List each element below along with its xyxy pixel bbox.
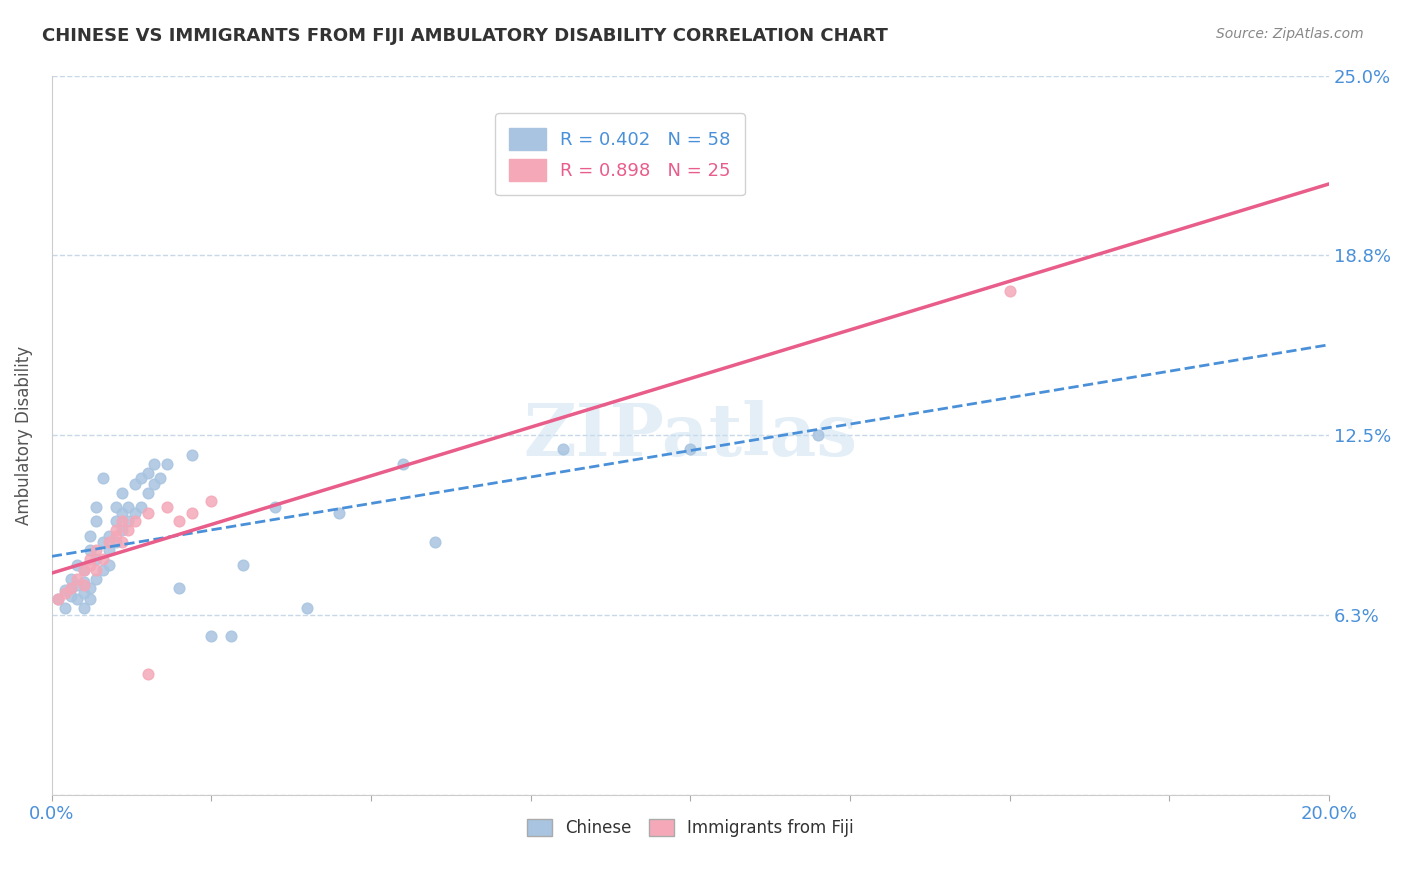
Point <box>59 572 82 586</box>
Point <box>149 471 172 485</box>
Point <box>53 600 76 615</box>
Point <box>86 572 108 586</box>
Point <box>79 529 101 543</box>
Point <box>73 563 96 577</box>
Legend: Chinese, Immigrants from Fiji: Chinese, Immigrants from Fiji <box>520 813 860 844</box>
Point <box>124 477 146 491</box>
Point <box>200 630 222 644</box>
Point <box>86 563 108 577</box>
Point <box>66 592 89 607</box>
Point <box>91 471 114 485</box>
Point <box>91 551 114 566</box>
Point <box>66 558 89 572</box>
Point <box>73 577 96 591</box>
Point <box>156 500 179 514</box>
Point <box>111 515 134 529</box>
Point <box>679 442 702 457</box>
Point <box>86 515 108 529</box>
Point <box>117 515 139 529</box>
Point <box>53 586 76 600</box>
Point <box>111 485 134 500</box>
Point <box>98 558 121 572</box>
Point <box>104 523 127 537</box>
Point <box>136 666 159 681</box>
Point <box>328 506 350 520</box>
Point <box>66 572 89 586</box>
Point <box>807 428 830 442</box>
Point <box>142 457 165 471</box>
Point <box>169 581 191 595</box>
Point <box>86 551 108 566</box>
Point <box>551 442 574 457</box>
Point <box>98 529 121 543</box>
Point <box>169 515 191 529</box>
Point <box>79 592 101 607</box>
Point <box>59 581 82 595</box>
Point <box>73 586 96 600</box>
Point <box>59 581 82 595</box>
Point <box>129 471 152 485</box>
Point <box>181 448 204 462</box>
Point <box>86 543 108 558</box>
Point <box>142 477 165 491</box>
Point <box>86 500 108 514</box>
Point <box>181 506 204 520</box>
Point <box>264 500 287 514</box>
Point <box>200 494 222 508</box>
Point <box>79 543 101 558</box>
Point <box>124 515 146 529</box>
Point <box>111 506 134 520</box>
Point <box>998 285 1021 299</box>
Point <box>392 457 415 471</box>
Point <box>117 500 139 514</box>
Point <box>46 592 69 607</box>
Point <box>66 577 89 591</box>
Point <box>91 534 114 549</box>
Point <box>79 551 101 566</box>
Text: CHINESE VS IMMIGRANTS FROM FIJI AMBULATORY DISABILITY CORRELATION CHART: CHINESE VS IMMIGRANTS FROM FIJI AMBULATO… <box>42 27 889 45</box>
Point <box>136 466 159 480</box>
Point <box>423 534 446 549</box>
Point <box>98 543 121 558</box>
Point <box>98 534 121 549</box>
Point <box>136 506 159 520</box>
Point <box>136 485 159 500</box>
Point <box>111 523 134 537</box>
Point <box>219 630 242 644</box>
Point <box>156 457 179 471</box>
Y-axis label: Ambulatory Disability: Ambulatory Disability <box>15 345 32 524</box>
Point <box>53 583 76 598</box>
Point <box>104 515 127 529</box>
Point <box>129 500 152 514</box>
Point <box>104 529 127 543</box>
Point <box>46 592 69 607</box>
Point <box>124 506 146 520</box>
Point <box>91 563 114 577</box>
Point <box>295 600 318 615</box>
Text: Source: ZipAtlas.com: Source: ZipAtlas.com <box>1216 27 1364 41</box>
Point <box>104 534 127 549</box>
Point <box>73 563 96 577</box>
Point <box>232 558 254 572</box>
Point <box>79 558 101 572</box>
Point <box>117 523 139 537</box>
Text: ZIPatlas: ZIPatlas <box>523 400 858 471</box>
Point <box>59 589 82 603</box>
Point <box>73 600 96 615</box>
Point <box>79 581 101 595</box>
Point <box>73 574 96 589</box>
Point <box>104 500 127 514</box>
Point <box>111 534 134 549</box>
